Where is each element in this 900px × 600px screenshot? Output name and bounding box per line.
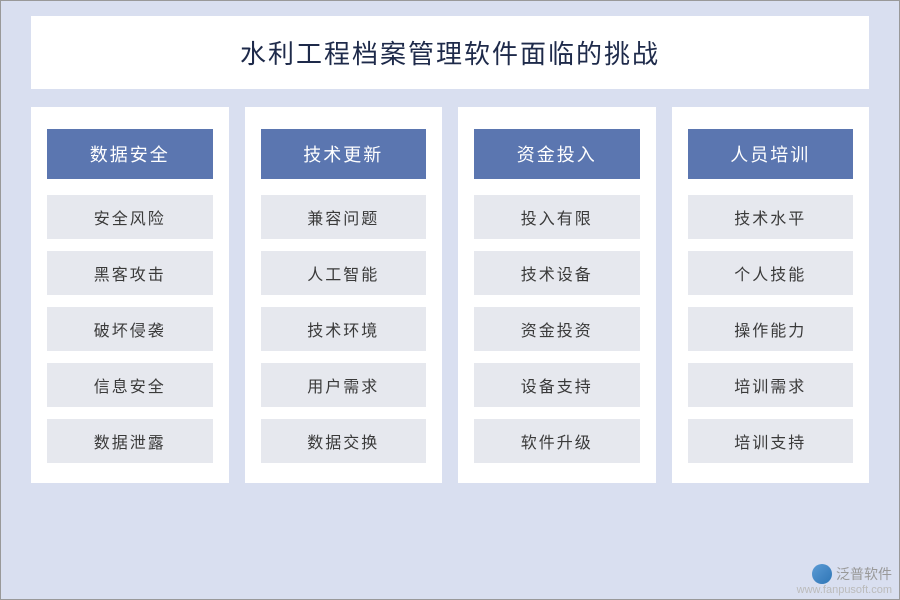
columns-container: 数据安全 安全风险 黑客攻击 破坏侵袭 信息安全 数据泄露 技术更新 兼容问题 …: [31, 107, 869, 483]
watermark: 泛普软件 www.fanpusoft.com: [797, 564, 892, 596]
column-item: 技术环境: [261, 307, 427, 351]
column-item: 信息安全: [47, 363, 213, 407]
column-item: 兼容问题: [261, 195, 427, 239]
column-item: 用户需求: [261, 363, 427, 407]
watermark-brand: 泛普软件: [836, 564, 892, 584]
column-item: 培训需求: [688, 363, 854, 407]
column-item: 破坏侵袭: [47, 307, 213, 351]
watermark-url: www.fanpusoft.com: [797, 584, 892, 596]
logo-icon: [812, 564, 832, 584]
page-title: 水利工程档案管理软件面临的挑战: [31, 34, 869, 71]
column-item: 资金投资: [474, 307, 640, 351]
column-item: 培训支持: [688, 419, 854, 463]
column-header: 数据安全: [47, 129, 213, 179]
column-item: 技术设备: [474, 251, 640, 295]
column-item: 数据泄露: [47, 419, 213, 463]
column-2: 资金投入 投入有限 技术设备 资金投资 设备支持 软件升级: [458, 107, 656, 483]
column-1: 技术更新 兼容问题 人工智能 技术环境 用户需求 数据交换: [245, 107, 443, 483]
column-item: 投入有限: [474, 195, 640, 239]
column-item: 设备支持: [474, 363, 640, 407]
column-item: 安全风险: [47, 195, 213, 239]
outer-frame: 水利工程档案管理软件面临的挑战 数据安全 安全风险 黑客攻击 破坏侵袭 信息安全…: [0, 0, 900, 600]
column-header: 技术更新: [261, 129, 427, 179]
column-0: 数据安全 安全风险 黑客攻击 破坏侵袭 信息安全 数据泄露: [31, 107, 229, 483]
title-panel: 水利工程档案管理软件面临的挑战: [31, 16, 869, 89]
column-item: 操作能力: [688, 307, 854, 351]
column-item: 个人技能: [688, 251, 854, 295]
column-item: 技术水平: [688, 195, 854, 239]
column-header: 人员培训: [688, 129, 854, 179]
column-item: 软件升级: [474, 419, 640, 463]
column-item: 黑客攻击: [47, 251, 213, 295]
column-3: 人员培训 技术水平 个人技能 操作能力 培训需求 培训支持: [672, 107, 870, 483]
column-header: 资金投入: [474, 129, 640, 179]
column-item: 人工智能: [261, 251, 427, 295]
column-item: 数据交换: [261, 419, 427, 463]
